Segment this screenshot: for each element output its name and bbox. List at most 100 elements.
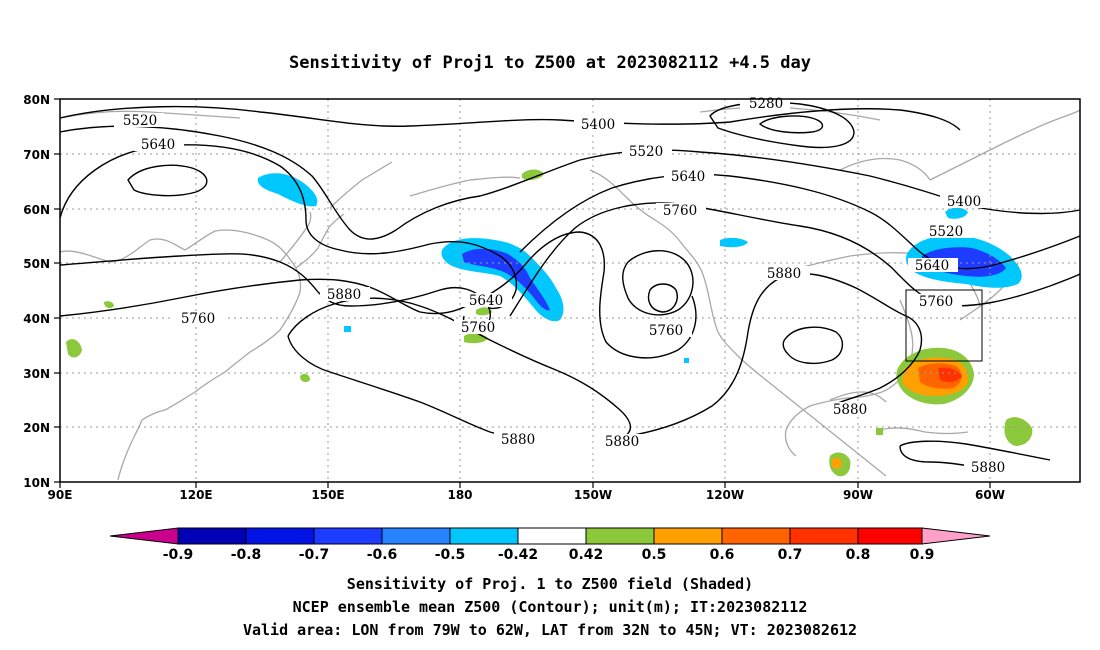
contour-5760-asia: [59, 278, 471, 317]
caption-shaded: Sensitivity of Proj. 1 to Z500 field (Sh…: [347, 575, 753, 593]
negative-area-dot-2: [684, 358, 689, 363]
contour-label-5760-a: 5760: [663, 203, 697, 219]
colorbar-arrow-left: [109, 527, 179, 545]
colorbar-label: -0.42: [498, 547, 538, 563]
axis-ticks: [54, 98, 991, 488]
lon-label: 150W: [574, 488, 612, 502]
contour-5760-low: [469, 231, 697, 359]
contour-label-5880-d: 5880: [501, 432, 535, 448]
colorbar-label: -0.5: [435, 547, 466, 563]
contour-label-5640-c: 5640: [469, 293, 503, 309]
coast-east-asia: [59, 229, 302, 481]
positive-area-asia-dot: [104, 301, 114, 309]
colorbar-segment: [789, 527, 859, 545]
contour-label-5400-b: 5400: [947, 194, 981, 210]
lon-labels: 90E 120E 150E 180 150W 120W 90W 60W: [48, 488, 1005, 502]
gridlines: [60, 99, 1080, 482]
colorbar-label: 0.7: [778, 547, 803, 563]
colorbar-segment: [721, 527, 791, 545]
contour-label-5520-a: 5520: [123, 113, 157, 129]
map-frame: [59, 98, 1081, 483]
lat-label: 70N: [23, 148, 50, 162]
valid-area-box: [905, 289, 983, 362]
lat-label: 80N: [23, 93, 50, 107]
contour-label-5400-a: 5400: [581, 117, 615, 133]
coast-aleutians: [409, 176, 521, 197]
colorbar-segment: [653, 527, 723, 545]
colorbar-label: -0.8: [231, 547, 262, 563]
contour-5760-inner: [647, 283, 678, 313]
contour-5760-cutoff: [622, 250, 694, 316]
coast-florida: [829, 391, 887, 403]
contour-5640-closed: [127, 164, 208, 197]
contour-label-5880-f: 5880: [971, 460, 1005, 476]
coast-north-america-west: [589, 169, 887, 477]
caption-contour: NCEP ensemble mean Z500 (Contour); unit(…: [293, 598, 808, 616]
positive-area-pacific-2: [476, 307, 492, 316]
contour-label-5280: 5280: [749, 96, 783, 112]
contour-5880-closed: [782, 326, 843, 365]
lon-label: 120E: [179, 488, 212, 502]
contour-labels: 5280 5400 5400 5520 5520 5520 5640 5640 …: [114, 96, 1014, 476]
contour-label-5880-c: 5880: [833, 402, 867, 418]
contour-label-5880-a: 5880: [327, 287, 361, 303]
colorbar-segment: [245, 527, 315, 545]
lon-label: 90W: [843, 488, 873, 502]
colorbar-label: 0.5: [642, 547, 667, 563]
colorbar-label: 0.9: [910, 547, 935, 563]
coast-korea: [279, 211, 312, 263]
coast-japan: [295, 213, 345, 269]
lat-labels: 80N 70N 60N 50N 40N 30N 20N 10N: [23, 93, 50, 490]
coast-caribbean: [879, 427, 969, 435]
positive-area-atlantic-red: [938, 367, 962, 383]
contour-label-5520-b: 5520: [629, 144, 663, 160]
colorbar-arrow-right: [921, 527, 991, 545]
colorbar-segment: [517, 527, 587, 545]
negative-area-dot-1: [344, 326, 351, 332]
contour-5760-east: [509, 202, 1081, 317]
contour-5880-east: [599, 272, 907, 441]
colorbar-segment: [313, 527, 383, 545]
contour-label-5760-e: 5760: [919, 294, 953, 310]
lat-label: 10N: [23, 476, 50, 490]
contour-label-5520-c: 5520: [929, 224, 963, 240]
contour-label-5760-d: 5760: [649, 323, 683, 339]
contour-5880-caribbean: [899, 440, 1051, 461]
colorbar-label: 0.42: [569, 547, 604, 563]
map-panel: 5280 5400 5400 5520 5520 5520 5640 5640 …: [59, 96, 1081, 483]
positive-area-east-caribbean: [1004, 417, 1033, 446]
contour-label-5760-c: 5760: [461, 320, 495, 336]
colorbar-label: 0.8: [846, 547, 871, 563]
figure-title: Sensitivity of Proj1 to Z500 at 20230821…: [289, 53, 811, 73]
contour-5400-north: [59, 105, 961, 131]
lon-label: 120W: [706, 488, 744, 502]
contour-5880-pacific: [287, 297, 632, 441]
caption-valid-area: Valid area: LON from 79W to 62W, LAT fro…: [243, 621, 857, 639]
coast-arctic-asia: [59, 110, 241, 119]
coast-greenland: [929, 109, 1081, 181]
negative-area-pacific-inner: [462, 248, 550, 311]
contour-label-5760-b: 5760: [181, 311, 215, 327]
lat-label: 30N: [23, 367, 50, 381]
positive-area-bering: [522, 169, 544, 181]
positive-area-india: [66, 339, 82, 358]
contour-5280-closed: [758, 115, 824, 134]
contour-5520-main: [59, 125, 1081, 240]
colorbar-label: 0.6: [710, 547, 735, 563]
contour-5640-east: [519, 173, 1081, 270]
colorbar-label: -0.7: [299, 547, 330, 563]
positive-area-dot-caribbean: [876, 428, 883, 435]
colorbar-segment: [381, 527, 451, 545]
lon-label: 60W: [975, 488, 1005, 502]
coast-kamchatka: [329, 161, 393, 209]
lon-label: 150E: [311, 488, 344, 502]
colorbar-segment: [857, 527, 923, 545]
colorbar-segment: [177, 527, 247, 545]
lat-label: 40N: [23, 312, 50, 326]
lat-label: 20N: [23, 421, 50, 435]
contour-5880-atlantic: [825, 315, 923, 409]
colorbar-segment: [449, 527, 519, 545]
coast-us-east-gulf: [784, 299, 914, 457]
colorbar-label: -0.6: [367, 547, 398, 563]
